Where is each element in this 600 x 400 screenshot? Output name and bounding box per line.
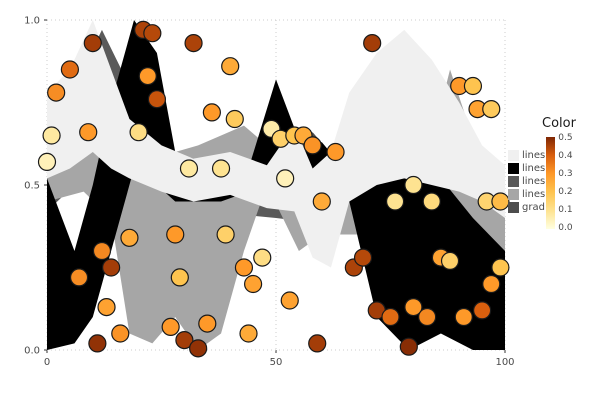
scatter-point bbox=[88, 334, 107, 353]
x-tick-label: 0 bbox=[44, 357, 50, 368]
scatter-point bbox=[102, 258, 121, 277]
legend-fill-item: lines bbox=[508, 149, 545, 161]
legend-swatch-icon bbox=[508, 162, 519, 174]
scatter-point bbox=[202, 103, 221, 122]
scatter-point bbox=[170, 268, 189, 287]
scatter-point bbox=[353, 248, 373, 267]
scatter-point bbox=[92, 241, 112, 261]
scatter-point bbox=[482, 274, 501, 294]
colorbar-tick-label: 0.3 bbox=[558, 169, 573, 179]
scatter-point bbox=[276, 169, 295, 188]
colorbar-ticks: 0.5 0.4 0.3 0.2 0.1 0.0 bbox=[558, 133, 572, 233]
scatter-point bbox=[482, 99, 501, 119]
scatter-point bbox=[422, 192, 441, 211]
colorbar-tick-label: 0.4 bbox=[558, 151, 573, 161]
legend-fill-label: lines bbox=[522, 149, 546, 161]
y-tick-label: 1.0 bbox=[24, 16, 40, 27]
scatter-point bbox=[198, 314, 217, 333]
scatter-point bbox=[79, 123, 98, 142]
x-tick-label: 100 bbox=[495, 357, 514, 368]
scatter-point bbox=[491, 192, 510, 211]
scatter-point bbox=[418, 307, 437, 327]
ribbon-lines-2 bbox=[47, 69, 505, 350]
scatter-point bbox=[120, 228, 139, 247]
scatter-point bbox=[308, 334, 327, 353]
colorbar-tick-label: 0.0 bbox=[558, 223, 573, 233]
legend-fills: lines lines lines lines grad bbox=[508, 149, 545, 213]
colorbar-tick-label: 0.5 bbox=[558, 133, 573, 143]
scatter-point bbox=[234, 258, 254, 277]
legend-swatch-icon bbox=[508, 201, 519, 213]
scatter-point bbox=[399, 337, 418, 356]
scatter-point bbox=[143, 24, 162, 43]
scatter-point bbox=[42, 126, 61, 145]
colorbar-tick-label: 0.1 bbox=[558, 205, 573, 215]
scatter-point bbox=[244, 274, 263, 294]
scatter-point bbox=[473, 301, 492, 320]
scatter-point bbox=[147, 90, 167, 109]
scatter-point bbox=[189, 339, 208, 358]
colorbar bbox=[546, 137, 556, 229]
scatter-point bbox=[454, 307, 473, 327]
scatter-point bbox=[216, 225, 235, 244]
scatter-point bbox=[280, 291, 299, 310]
legend-fill-item: lines bbox=[508, 162, 545, 174]
scatter-point bbox=[166, 225, 185, 244]
scatter-point bbox=[97, 298, 116, 317]
legend-swatch-icon bbox=[508, 175, 519, 187]
legend-fill-label: lines bbox=[522, 188, 546, 200]
legend-fill-item: lines bbox=[508, 175, 545, 187]
scatter-point bbox=[385, 192, 405, 211]
y-tick-label: 0.0 bbox=[24, 346, 40, 357]
legend-swatch-icon bbox=[508, 149, 519, 161]
scatter-point bbox=[129, 123, 148, 142]
colorbar-tick-label: 0.2 bbox=[558, 187, 573, 197]
scatter-point bbox=[239, 324, 258, 343]
scatter-point bbox=[491, 258, 510, 277]
colorbar-wrap: 0.5 0.4 0.3 0.2 0.1 0.0 bbox=[546, 133, 573, 233]
scatter-point bbox=[184, 33, 203, 53]
legend-swatch-icon bbox=[508, 188, 519, 200]
scatter-point bbox=[463, 76, 483, 96]
scatter-point bbox=[138, 66, 157, 86]
scatter-point bbox=[37, 152, 57, 171]
scatter-point bbox=[404, 175, 423, 195]
scatter-point bbox=[225, 109, 244, 129]
scatter-point bbox=[303, 136, 322, 155]
y-tick-label: 0.5 bbox=[24, 181, 40, 192]
scatter-point bbox=[312, 192, 331, 211]
scatter-point bbox=[221, 57, 240, 76]
legend-fill-label: lines bbox=[522, 175, 546, 187]
scatter-point bbox=[60, 60, 80, 79]
scatter-point bbox=[47, 83, 66, 102]
legend-fill-label: grad bbox=[522, 201, 545, 213]
scatter-point bbox=[83, 33, 102, 53]
scatter-point bbox=[404, 298, 423, 317]
legend: Color lines lines lines lines grad 0.5 0.4 0.3… bbox=[508, 116, 600, 233]
scatter-point bbox=[111, 324, 130, 343]
scatter-point bbox=[211, 159, 231, 178]
legend-fill-item: lines bbox=[508, 188, 545, 200]
scatter-point bbox=[175, 331, 194, 350]
x-tick-label: 50 bbox=[270, 357, 283, 368]
scatter-point bbox=[440, 251, 460, 270]
ribbon-lines-4 bbox=[47, 20, 505, 268]
legend-title: Color bbox=[542, 116, 576, 131]
scatter-point bbox=[253, 248, 272, 267]
scatter-point bbox=[381, 307, 400, 327]
legend-fill-label: lines bbox=[522, 162, 546, 174]
legend-fill-item: grad bbox=[508, 201, 545, 213]
scatter-point bbox=[179, 159, 199, 178]
scatter-point bbox=[326, 142, 345, 162]
scatter-point bbox=[69, 268, 89, 287]
scatter-point bbox=[363, 33, 382, 53]
scatter-point bbox=[161, 317, 180, 336]
